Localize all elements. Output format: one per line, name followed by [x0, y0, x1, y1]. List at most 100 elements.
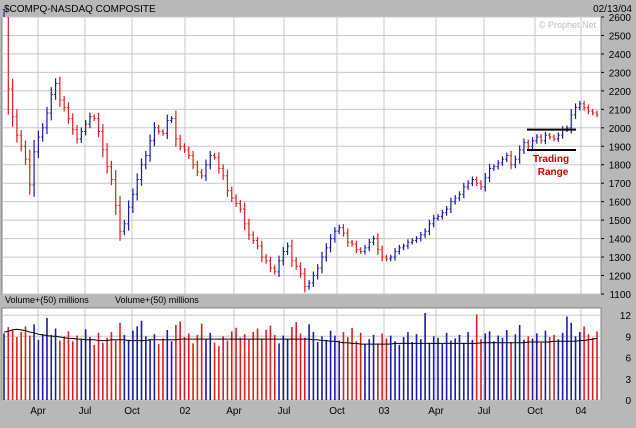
price-bar	[384, 254, 388, 262]
price-bar	[350, 239, 354, 247]
price-bar	[539, 134, 543, 144]
price-bar	[449, 197, 453, 214]
x-tick-label: 03	[378, 406, 390, 417]
x-tick-label: Oct	[329, 406, 345, 417]
price-bar	[273, 265, 277, 275]
price-bar	[535, 134, 539, 144]
price-bar	[462, 182, 466, 199]
price-bar	[191, 150, 195, 170]
price-bar	[427, 219, 431, 236]
price-bar	[574, 103, 578, 119]
x-tick-label: Apr	[428, 406, 444, 417]
price-bar	[170, 116, 174, 123]
price-y-tick-label: 1300	[609, 253, 632, 264]
price-bar	[75, 125, 79, 144]
price-y-tick-label: 1200	[609, 272, 632, 283]
price-bar	[389, 254, 393, 262]
price-bar	[346, 228, 350, 247]
price-bar	[363, 244, 367, 255]
chart-title: $COMPQ-NASDAQ COMPOSITE	[4, 4, 156, 15]
price-bar	[152, 122, 156, 147]
x-tick-label: Apr	[226, 406, 242, 417]
price-bar	[419, 231, 423, 242]
price-bar	[299, 262, 302, 278]
trading-range-label-line2: Range	[538, 167, 569, 178]
price-bar	[28, 149, 32, 195]
price-bar	[32, 139, 36, 197]
price-bar	[88, 112, 92, 129]
price-bar	[488, 163, 492, 183]
volume-y-tick-label: 3	[625, 375, 631, 386]
price-bar	[410, 238, 414, 245]
price-bar	[204, 159, 208, 181]
price-bar	[49, 87, 53, 121]
price-y-tick-label: 1100	[609, 290, 631, 301]
price-bar	[6, 9, 10, 115]
price-bar	[393, 248, 397, 261]
price-bar	[217, 152, 221, 174]
price-bar	[45, 106, 49, 135]
price-bar	[234, 194, 238, 208]
volume-y-tick-label: 0	[625, 396, 631, 407]
price-bar	[131, 188, 135, 213]
price-bar	[62, 96, 66, 112]
price-bar	[582, 100, 586, 111]
volume-label-1: Volume+(50) millions	[5, 295, 89, 305]
price-y-tick-label: 2000	[609, 124, 632, 135]
price-bar	[406, 239, 410, 249]
x-tick-label: Apr	[30, 406, 46, 417]
price-bar	[260, 240, 264, 263]
price-bar	[552, 134, 556, 142]
x-tick-label: 02	[179, 406, 191, 417]
price-bar	[264, 254, 268, 264]
x-tick-label: Jul	[278, 406, 291, 417]
price-bar	[303, 267, 307, 293]
price-bar	[161, 129, 165, 136]
price-y-tick-label: 1600	[609, 198, 632, 209]
price-bar	[333, 227, 337, 243]
price-bar	[54, 78, 58, 100]
x-tick-label: Oct	[527, 406, 543, 417]
trading-range-annotation: Trading Range	[527, 128, 576, 178]
price-y-tick-label: 1400	[609, 235, 632, 246]
volume-grid	[2, 308, 601, 401]
price-bar	[148, 134, 152, 162]
x-tick-label: Oct	[124, 406, 140, 417]
price-bars	[2, 9, 599, 293]
price-bar	[41, 123, 45, 142]
x-tick-label: 04	[575, 406, 587, 417]
price-bar	[277, 255, 281, 278]
price-bar	[122, 219, 126, 236]
price-bar	[144, 150, 148, 170]
price-bar	[440, 209, 444, 220]
price-bar	[213, 153, 217, 160]
price-y-tick-label: 2300	[609, 68, 632, 79]
price-bar	[543, 131, 547, 145]
price-bar	[432, 214, 436, 228]
price-bar	[307, 279, 311, 290]
price-y-tick-label: 2500	[609, 31, 632, 42]
price-bar	[380, 245, 384, 262]
price-bar	[402, 243, 406, 251]
price-y-tick-label: 1900	[609, 142, 632, 153]
price-bar	[359, 247, 363, 254]
price-bar	[496, 159, 500, 170]
price-bar	[586, 104, 590, 115]
price-panel	[1, 16, 602, 295]
volume-y-tick-label: 9	[625, 332, 631, 343]
price-bar	[483, 173, 487, 192]
price-bar	[109, 160, 113, 186]
volume-y-tick-label: 6	[625, 354, 631, 365]
volume-moving-average-line	[3, 328, 598, 345]
x-axis: Apr Jul Oct 02 Apr Jul Oct 03 Apr Jul Oct 04	[30, 406, 587, 417]
price-bar	[341, 224, 345, 237]
price-bar	[286, 242, 290, 256]
price-y-tick-label: 2200	[609, 87, 632, 98]
price-y-axis: 1100 1200 1300 1400 1500 1600 1700 1800 1900 2000…	[601, 13, 631, 301]
price-y-tick-label: 2600	[609, 13, 632, 24]
price-bar	[247, 218, 251, 241]
price-bar	[470, 176, 474, 187]
price-bar	[329, 233, 333, 253]
